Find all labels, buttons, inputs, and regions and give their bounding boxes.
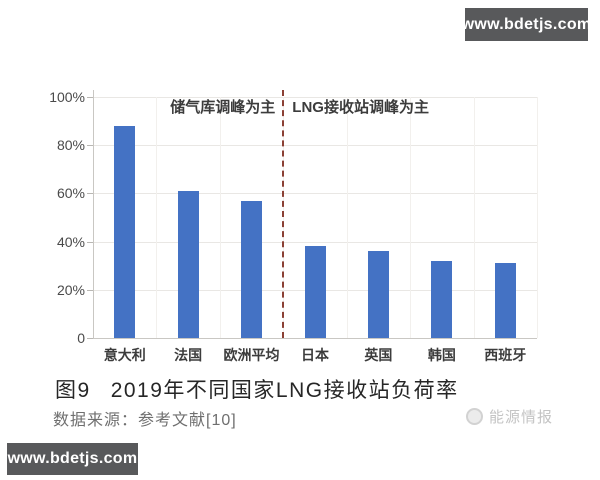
- bar-意大利: [114, 125, 136, 338]
- figure-caption: 图9 2019年不同国家LNG接收站负荷率: [55, 374, 459, 404]
- site-banner-top[interactable]: www.bdetjs.com: [462, 8, 591, 41]
- group-divider-dashed-line: [282, 90, 285, 338]
- v-gridline: [156, 97, 158, 338]
- right-group-label: LNG接收站调峰为主: [292, 99, 429, 116]
- figure-number-label: 图9: [55, 379, 91, 402]
- category-label-日本: 日本: [300, 347, 329, 363]
- v-gridline: [537, 97, 538, 338]
- y-tick-label: 0: [77, 330, 85, 346]
- y-tick-label: 100%: [49, 89, 85, 105]
- y-tick-mark: [87, 145, 93, 147]
- energy-intel-logo-icon: [466, 408, 483, 425]
- y-tick-mark: [87, 338, 93, 339]
- v-gridline: [473, 97, 475, 338]
- y-tick-mark: [87, 97, 93, 98]
- left-group-label: 储气库调峰为主: [170, 99, 276, 116]
- bar-欧洲平均: [241, 200, 263, 338]
- data-source-line: 数据来源：参考文献[10]: [53, 412, 237, 429]
- h-gridline: [93, 193, 537, 195]
- category-label-英国: 英国: [364, 347, 393, 363]
- h-gridline: [93, 97, 537, 98]
- category-label-韩国: 韩国: [427, 347, 456, 363]
- category-label-法国: 法国: [174, 347, 203, 363]
- bar-法国: [177, 190, 199, 338]
- bar-英国: [367, 251, 389, 338]
- y-tick-label: 20%: [56, 281, 85, 298]
- v-gridline: [410, 97, 412, 338]
- v-gridline: [346, 97, 348, 338]
- bar-日本: [304, 246, 326, 338]
- v-gridline: [219, 97, 221, 338]
- y-tick-label: 80%: [56, 137, 85, 154]
- category-label-意大利: 意大利: [103, 347, 146, 363]
- y-tick-mark: [87, 193, 93, 195]
- y-axis-line: [93, 90, 94, 338]
- watermark: 能源情报: [466, 406, 553, 427]
- category-label-欧洲平均: 欧洲平均: [223, 347, 280, 363]
- site-url-top: www.bdetjs.com: [461, 15, 592, 33]
- h-gridline: [93, 145, 537, 147]
- y-tick-label: 60%: [56, 185, 85, 202]
- figure-title: 2019年不同国家LNG接收站负荷率: [110, 379, 459, 402]
- bar-韩国: [431, 260, 453, 338]
- y-tick-mark: [87, 241, 93, 243]
- site-url-bottom: www.bdetjs.com: [7, 450, 138, 467]
- y-tick-label: 40%: [56, 233, 85, 250]
- watermark-text: 能源情报: [489, 409, 554, 426]
- site-banner-bottom[interactable]: www.bdetjs.com: [7, 443, 138, 475]
- bar-西班牙: [494, 263, 516, 338]
- y-tick-mark: [87, 289, 93, 291]
- category-label-西班牙: 西班牙: [484, 347, 527, 363]
- x-axis-line: [93, 338, 537, 339]
- h-gridline: [93, 241, 537, 243]
